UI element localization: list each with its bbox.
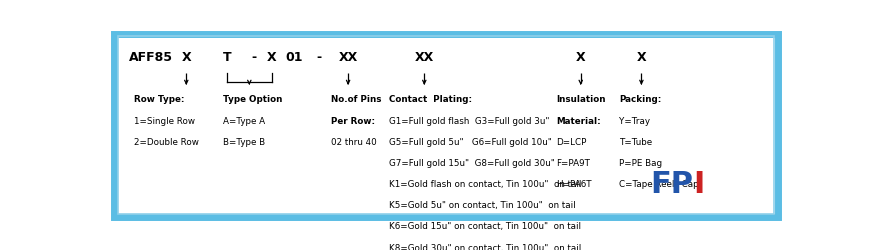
Text: P=PE Bag: P=PE Bag [619, 159, 661, 168]
Text: G1=Full gold flash  G3=Full gold 3u": G1=Full gold flash G3=Full gold 3u" [388, 116, 548, 126]
Text: Y=Tray: Y=Tray [619, 116, 649, 126]
Text: X: X [182, 52, 191, 64]
Text: X: X [267, 52, 276, 64]
Text: Per Row:: Per Row: [331, 116, 375, 126]
Text: XX: XX [415, 52, 434, 64]
Text: XX: XX [338, 52, 357, 64]
Text: 02 thru 40: 02 thru 40 [331, 138, 376, 147]
Text: 1=Single Row: 1=Single Row [134, 116, 196, 126]
Text: 01: 01 [285, 52, 302, 64]
Text: C=Tape Reel+Cap: C=Tape Reel+Cap [619, 180, 698, 189]
Text: D=LCP: D=LCP [555, 138, 586, 147]
Text: -: - [316, 52, 322, 64]
Text: F=PA9T: F=PA9T [555, 159, 589, 168]
Text: G5=Full gold 5u"   G6=Full gold 10u": G5=Full gold 5u" G6=Full gold 10u" [388, 138, 551, 147]
Text: T: T [222, 52, 231, 64]
Text: Packing:: Packing: [619, 96, 660, 104]
Text: G7=Full gold 15u"  G8=Full gold 30u": G7=Full gold 15u" G8=Full gold 30u" [388, 159, 554, 168]
Text: B=Type B: B=Type B [223, 138, 265, 147]
Text: 2=Double Row: 2=Double Row [134, 138, 199, 147]
Text: -: - [251, 52, 256, 64]
Text: K5=Gold 5u" on contact, Tin 100u"  on tail: K5=Gold 5u" on contact, Tin 100u" on tai… [388, 201, 574, 210]
Text: K1=Gold flash on contact, Tin 100u"  on tail: K1=Gold flash on contact, Tin 100u" on t… [388, 180, 580, 189]
Text: H=PA6T: H=PA6T [555, 180, 591, 189]
Text: Insulation: Insulation [555, 96, 605, 104]
Text: Type Option: Type Option [223, 96, 282, 104]
Text: I: I [693, 170, 704, 200]
Text: Material:: Material: [555, 116, 600, 126]
Text: No.of Pins: No.of Pins [331, 96, 381, 104]
Text: K8=Gold 30u" on contact, Tin 100u"  on tail: K8=Gold 30u" on contact, Tin 100u" on ta… [388, 244, 580, 250]
Text: X: X [636, 52, 646, 64]
Text: AFF85: AFF85 [129, 52, 173, 64]
Text: K6=Gold 15u" on contact, Tin 100u"  on tail: K6=Gold 15u" on contact, Tin 100u" on ta… [388, 222, 580, 232]
Text: X: X [575, 52, 585, 64]
Text: Row Type:: Row Type: [134, 96, 184, 104]
Text: FP: FP [649, 170, 693, 200]
Text: T=Tube: T=Tube [619, 138, 652, 147]
Text: A=Type A: A=Type A [223, 116, 265, 126]
Text: Contact  Plating:: Contact Plating: [388, 96, 471, 104]
